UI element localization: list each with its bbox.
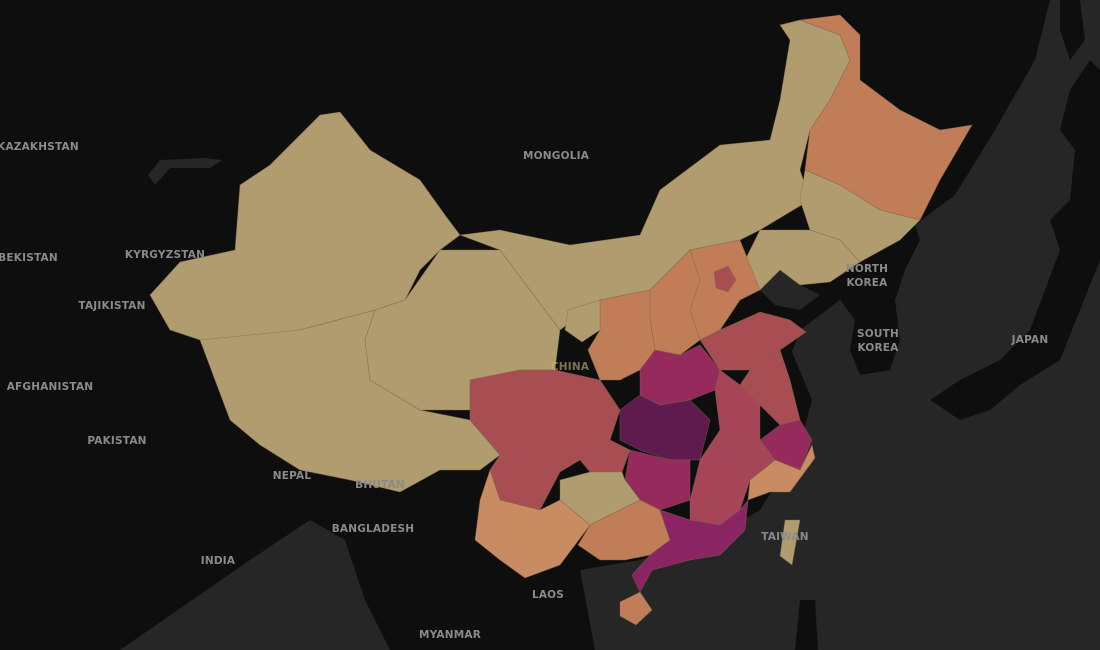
label-japan: JAPAN <box>1011 334 1049 346</box>
east-sea <box>580 0 1100 650</box>
label-uzbekistan: BEKISTAN <box>0 252 58 264</box>
label-china: CHINA <box>550 361 590 373</box>
label-nepal: NEPAL <box>272 470 312 482</box>
label-bhutan: BHUTAN <box>355 479 405 491</box>
province-sichuan[interactable] <box>469 369 621 511</box>
bohai-sea <box>760 270 820 310</box>
label-south-korea: SOUTH KOREA <box>857 328 899 354</box>
label-pakistan: PAKISTAN <box>87 435 147 447</box>
label-kyrgyzstan: KYRGYZSTAN <box>124 249 206 261</box>
japan <box>930 60 1100 420</box>
label-mongolia: MONGOLIA <box>522 150 590 162</box>
province-hubei[interactable] <box>619 394 711 461</box>
label-myanmar: MYANMAR <box>418 629 482 641</box>
province-beijing[interactable] <box>713 265 737 293</box>
province-jilin[interactable] <box>799 169 921 263</box>
label-taiwan: TAIWAN <box>761 531 809 543</box>
province-jiangxi[interactable] <box>689 429 776 526</box>
label-tajikistan: TAJIKISTAN <box>78 300 146 312</box>
label-laos: LAOS <box>531 589 565 601</box>
luzon <box>795 600 818 650</box>
province-guangdong[interactable] <box>631 498 749 593</box>
label-afghanistan: AFGHANISTAN <box>6 381 94 393</box>
province-shandong[interactable] <box>699 311 807 371</box>
label-bangladesh: BANGLADESH <box>331 523 415 535</box>
province-ningxia[interactable] <box>564 299 601 343</box>
hokkaido-sakhalin <box>1060 0 1085 60</box>
province-fujian[interactable] <box>747 443 816 501</box>
province-yunnan[interactable] <box>474 468 591 579</box>
province-taiwan[interactable] <box>779 519 801 566</box>
label-india: INDIA <box>200 555 236 567</box>
label-kazakhstan: KAZAKHSTAN <box>0 141 79 153</box>
bay-of-bengal <box>120 520 390 650</box>
korean-peninsula <box>840 225 920 375</box>
label-north-korea: NORTH KOREA <box>845 263 889 289</box>
province-shaanxi[interactable] <box>587 289 656 381</box>
lake-balkhash <box>148 158 222 185</box>
province-hainan[interactable] <box>619 591 653 626</box>
